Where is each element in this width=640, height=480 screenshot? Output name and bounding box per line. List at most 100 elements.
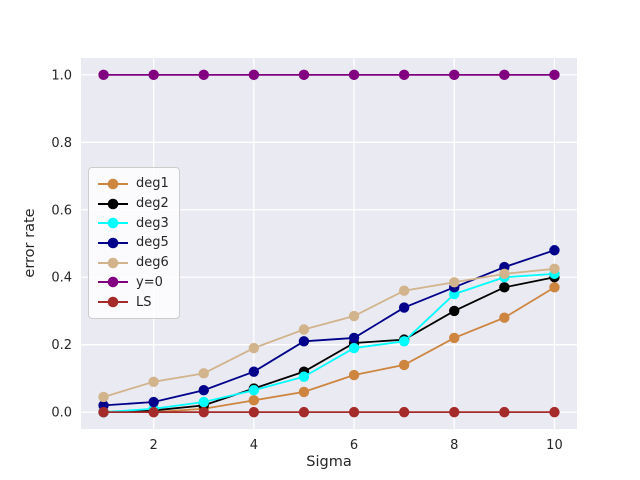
series-line — [103, 267, 555, 398]
data-point — [198, 368, 209, 379]
data-point — [248, 366, 260, 377]
legend-line-marker-icon — [98, 198, 128, 209]
data-point — [248, 69, 260, 81]
data-point — [499, 312, 510, 323]
data-point — [248, 342, 260, 354]
y-tick-label: 0.8 — [51, 136, 72, 151]
legend-item-deg3: deg3 — [98, 214, 171, 233]
data-point — [549, 406, 560, 418]
legend-label: y=0 — [136, 274, 163, 290]
data-point — [549, 69, 560, 81]
y-tick-label: 0.4 — [51, 271, 72, 286]
data-point — [398, 336, 410, 347]
legend-item-deg5: deg5 — [98, 233, 171, 252]
y-axis-label: error rate — [22, 208, 38, 278]
series-LS — [98, 406, 560, 418]
legend-line-marker-icon — [98, 277, 128, 288]
data-point — [398, 69, 410, 81]
data-point — [298, 386, 310, 398]
data-point — [449, 305, 460, 317]
data-point — [499, 282, 510, 293]
data-point — [398, 359, 410, 371]
data-point — [398, 285, 410, 296]
y-tick-label: 0.2 — [51, 338, 72, 353]
data-point — [148, 69, 159, 81]
data-point — [248, 395, 260, 406]
data-point — [148, 406, 159, 418]
legend: deg1 deg2 deg3 deg5 deg6 y=0 LS — [88, 167, 180, 319]
y-tick-label: 0.6 — [51, 203, 72, 218]
x-tick-label: 2 — [150, 438, 158, 453]
legend-line-marker-icon — [98, 257, 128, 268]
data-point — [98, 406, 109, 418]
data-point — [198, 385, 209, 396]
data-point — [398, 406, 410, 418]
data-point — [98, 69, 109, 81]
data-point — [348, 369, 360, 381]
x-tick-label: 4 — [250, 438, 258, 453]
x-tick-label: 10 — [546, 438, 563, 453]
data-point — [198, 406, 209, 418]
legend-marker — [107, 237, 119, 249]
legend-label: deg1 — [136, 176, 169, 192]
data-point — [449, 332, 460, 344]
data-point — [348, 406, 360, 418]
series-line — [103, 276, 555, 414]
data-point — [248, 406, 260, 418]
legend-line-marker-icon — [98, 217, 128, 229]
data-point — [98, 391, 109, 403]
legend-marker — [107, 217, 119, 229]
data-point — [348, 69, 360, 81]
legend-item-deg6: deg6 — [98, 253, 171, 272]
data-point — [449, 406, 460, 418]
y-tick-label: 0.0 — [51, 406, 72, 421]
data-point — [499, 268, 510, 280]
legend-label: LS — [136, 294, 152, 310]
data-point — [148, 376, 159, 387]
data-point — [549, 263, 560, 274]
series-y=0 — [98, 69, 560, 81]
legend-label: deg2 — [136, 196, 169, 212]
legend-marker — [107, 296, 119, 308]
data-point — [198, 396, 209, 408]
data-point — [298, 69, 310, 81]
data-point — [348, 342, 360, 354]
x-axis-label: Sigma — [306, 454, 352, 470]
data-point — [298, 336, 310, 347]
legend-label: deg6 — [136, 255, 169, 271]
data-point — [499, 406, 510, 418]
data-point — [449, 277, 460, 288]
x-tick-label: 6 — [350, 438, 358, 453]
x-tick-label: 8 — [450, 438, 458, 453]
data-point — [499, 69, 510, 81]
legend-marker — [107, 178, 119, 190]
data-point — [348, 332, 360, 344]
legend-item-y=0: y=0 — [98, 273, 171, 292]
legend-label: deg3 — [136, 215, 169, 231]
y-tick-label: 1.0 — [51, 68, 72, 83]
data-point — [298, 371, 310, 382]
series-line — [103, 272, 555, 414]
data-point — [549, 282, 560, 293]
legend-line-marker-icon — [98, 178, 128, 190]
legend-item-LS: LS — [98, 293, 171, 312]
data-point — [298, 324, 310, 335]
data-point — [549, 245, 560, 256]
legend-item-deg2: deg2 — [98, 194, 171, 213]
legend-line-marker-icon — [98, 237, 128, 249]
legend-marker — [107, 257, 119, 268]
legend-line-marker-icon — [98, 296, 128, 308]
legend-item-deg1: deg1 — [98, 174, 171, 193]
data-point — [398, 302, 410, 313]
series-line — [103, 286, 555, 414]
legend-marker — [107, 277, 119, 288]
legend-label: deg5 — [136, 235, 169, 251]
data-point — [148, 396, 159, 408]
data-point — [449, 69, 460, 81]
data-point — [248, 385, 260, 396]
data-point — [298, 406, 310, 418]
data-point — [198, 69, 209, 81]
series-deg6 — [98, 263, 560, 403]
legend-marker — [107, 198, 119, 209]
